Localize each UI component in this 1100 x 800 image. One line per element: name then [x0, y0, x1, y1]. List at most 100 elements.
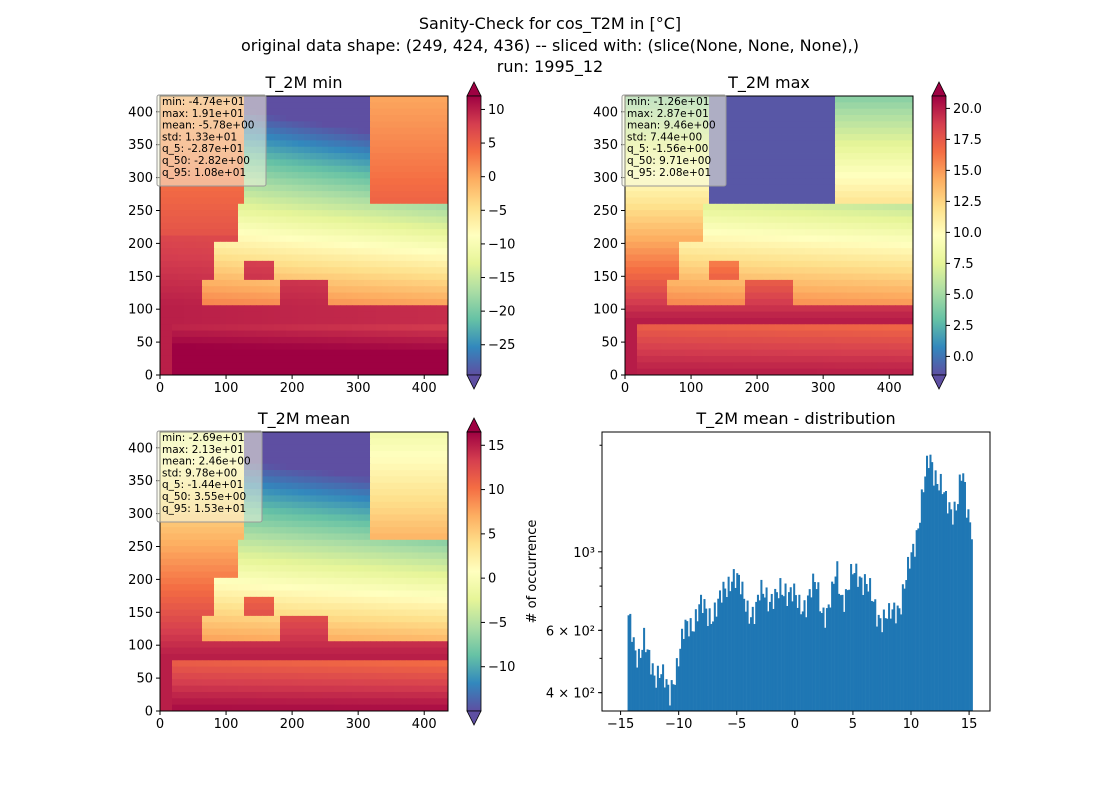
- heatmap-cell: [799, 102, 806, 110]
- heatmap-cell: [877, 317, 884, 325]
- heatmap-cell: [382, 140, 389, 148]
- heatmap-cell: [286, 476, 293, 484]
- heatmap-cell: [226, 210, 233, 217]
- heatmap-cell: [340, 286, 347, 293]
- heatmap-cell: [859, 153, 866, 160]
- heatmap-cell: [847, 165, 854, 173]
- heatmap-cell: [841, 108, 848, 116]
- heatmap-cell: [292, 470, 299, 477]
- heatmap-cell: [835, 210, 842, 217]
- heatmap-cell: [757, 121, 764, 129]
- heatmap-cell: [364, 96, 371, 103]
- heatmap-cell: [799, 210, 806, 217]
- heatmap-cell: [280, 165, 287, 173]
- heatmap-cell: [268, 482, 275, 490]
- heatmap-cell: [274, 438, 281, 446]
- heatmap-cell: [631, 330, 638, 338]
- heatmap-cell: [877, 311, 884, 319]
- heatmap-cell: [811, 159, 818, 167]
- heatmap-cell: [442, 470, 449, 477]
- heatmap-cell: [739, 96, 746, 103]
- heatmap-cell: [721, 248, 728, 255]
- heatmap-cell: [883, 165, 890, 173]
- heatmap-cell: [340, 292, 347, 300]
- heatmap-cell: [835, 96, 842, 103]
- heatmap-cell: [877, 153, 884, 160]
- heatmap-cell: [889, 197, 896, 205]
- heatmap-cell: [775, 172, 782, 179]
- heatmap-cell: [775, 197, 782, 205]
- heatmap-cell: [871, 216, 878, 224]
- heatmap-cell: [334, 127, 341, 135]
- heatmap-cell: [412, 324, 419, 332]
- heatmap-cell: [715, 254, 722, 262]
- heatmap-cell: [799, 248, 806, 255]
- heatmap-cell: [901, 298, 908, 306]
- heatmap-cell: [334, 210, 341, 217]
- heatmap-cell: [370, 191, 377, 198]
- heatmap-cell: [739, 203, 746, 211]
- heatmap-cell: [352, 229, 359, 236]
- heatmap-cell: [643, 279, 650, 287]
- heatmap-cell: [418, 191, 425, 198]
- heatmap-cell: [376, 229, 383, 236]
- heatmap-cell: [166, 222, 173, 230]
- heatmap-cell: [442, 343, 449, 351]
- heatmap-cell: [310, 343, 317, 351]
- heatmap-cell: [763, 248, 770, 255]
- heatmap-cell: [769, 146, 776, 154]
- heatmap-cell: [382, 222, 389, 230]
- heatmap-cell: [655, 260, 662, 268]
- heatmap-cell: [829, 191, 836, 198]
- heatmap-cell: [739, 222, 746, 230]
- heatmap-cell: [316, 508, 323, 515]
- heatmap-cell: [661, 216, 668, 224]
- heatmap-cell: [793, 241, 800, 249]
- heatmap-cell: [757, 134, 764, 141]
- heatmap-cell: [901, 127, 908, 135]
- heatmap-cell: [745, 355, 752, 363]
- heatmap-cell: [172, 368, 179, 376]
- heatmap-cell: [442, 362, 449, 370]
- heatmap-cell: [739, 298, 746, 306]
- heatmap-cell: [364, 159, 371, 167]
- heatmap-cell: [346, 216, 353, 224]
- heatmap-cell: [166, 362, 173, 370]
- heatmap-cell: [745, 127, 752, 135]
- heatmap-cell: [412, 235, 419, 243]
- heatmap-cell: [334, 108, 341, 116]
- heatmap-cell: [370, 216, 377, 224]
- heatmap-cell: [715, 241, 722, 249]
- heatmap-cell: [703, 336, 710, 344]
- heatmap-cell: [763, 286, 770, 293]
- figure-title-line-1: Sanity-Check for cos_T2M in [°C]: [419, 14, 681, 34]
- heatmap-cell: [805, 140, 812, 148]
- heatmap-cell: [394, 362, 401, 370]
- heatmap-cell: [787, 140, 794, 148]
- heatmap-cell: [781, 127, 788, 135]
- heatmap-cell: [667, 197, 674, 205]
- heatmap-cell: [895, 197, 902, 205]
- heatmap-cell: [406, 324, 413, 332]
- heatmap-cell: [178, 191, 185, 198]
- heatmap-cell: [430, 184, 437, 192]
- heatmap-cell: [829, 96, 836, 103]
- heatmap-cell: [430, 432, 437, 439]
- heatmap-cell: [184, 216, 191, 224]
- heatmap-cell: [322, 108, 329, 116]
- heatmap-cell: [637, 343, 644, 351]
- heatmap-cell: [685, 273, 692, 281]
- heatmap-cell: [667, 336, 674, 344]
- heatmap-cell: [376, 121, 383, 129]
- heatmap-cell: [328, 235, 335, 243]
- heatmap-cell: [655, 216, 662, 224]
- heatmap-cell: [388, 222, 395, 230]
- heatmap-cell: [340, 235, 347, 243]
- heatmap-cell: [334, 482, 341, 490]
- heatmap-cell: [625, 203, 632, 211]
- heatmap-cell: [430, 191, 437, 198]
- heatmap-cell: [418, 184, 425, 192]
- heatmap-cell: [262, 298, 269, 306]
- heatmap-cell: [406, 298, 413, 306]
- heatmap-cell: [346, 159, 353, 167]
